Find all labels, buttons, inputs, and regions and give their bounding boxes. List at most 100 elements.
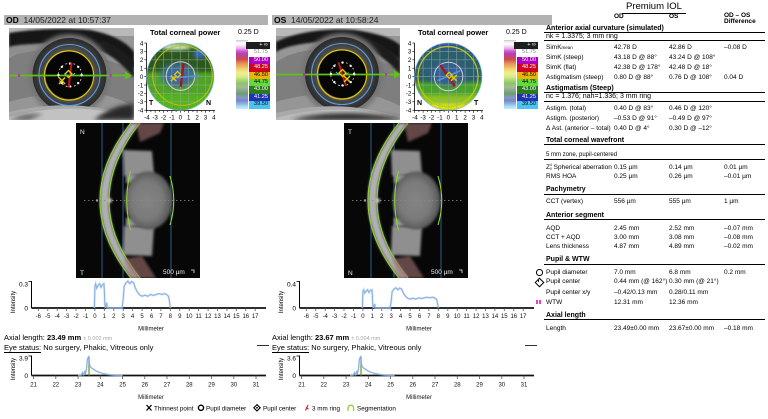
svg-text:Pupil diameter: Pupil diameter <box>206 406 246 413</box>
svg-text:6: 6 <box>418 314 422 320</box>
svg-text:0: 0 <box>292 373 296 380</box>
svg-text:Millimeter: Millimeter <box>406 395 432 401</box>
svg-text:0: 0 <box>408 74 412 81</box>
svg-text:3.6: 3.6 <box>287 356 296 363</box>
svg-text:Intensity: Intensity <box>11 358 17 380</box>
svg-text:27: 27 <box>432 383 439 389</box>
svg-text:-5: -5 <box>313 314 319 320</box>
svg-text:9: 9 <box>446 314 450 320</box>
svg-text:11: 11 <box>195 314 202 320</box>
svg-text:27: 27 <box>164 383 171 389</box>
svg-text:-1: -1 <box>437 115 443 122</box>
svg-text:-2: -2 <box>138 91 144 98</box>
svg-text:500 µm: 500 µm <box>431 269 453 276</box>
svg-text:N: N <box>417 100 422 107</box>
svg-text:Millimeter: Millimeter <box>138 327 164 333</box>
svg-text:3: 3 <box>140 49 144 56</box>
svg-text:-3: -3 <box>332 314 338 320</box>
svg-text:11: 11 <box>463 314 470 320</box>
svg-text:10: 10 <box>186 314 193 320</box>
svg-text:-1: -1 <box>83 314 89 320</box>
svg-text:1: 1 <box>187 115 191 122</box>
svg-text:0: 0 <box>24 306 28 313</box>
svg-text:N: N <box>80 129 85 136</box>
svg-text:T: T <box>474 100 479 107</box>
svg-text:3: 3 <box>122 314 126 320</box>
svg-text:2: 2 <box>112 314 116 320</box>
svg-text:T: T <box>149 100 154 107</box>
svg-text:-6: -6 <box>36 314 42 320</box>
svg-text:-2: -2 <box>161 115 167 122</box>
svg-text:-3: -3 <box>420 115 426 122</box>
svg-text:3: 3 <box>204 115 208 122</box>
svg-text:3 mm ring: 3 mm ring <box>312 406 340 413</box>
svg-text:3: 3 <box>408 49 412 56</box>
svg-text:Segmentation: Segmentation <box>357 406 396 413</box>
svg-text:-4: -4 <box>406 108 412 115</box>
svg-text:-3: -3 <box>152 115 158 122</box>
svg-text:Millimeter: Millimeter <box>406 327 432 333</box>
svg-text:5: 5 <box>408 314 412 320</box>
svg-text:10: 10 <box>454 314 461 320</box>
svg-text:4: 4 <box>480 115 484 122</box>
svg-text:30: 30 <box>498 383 505 389</box>
svg-text:4: 4 <box>140 40 144 47</box>
svg-text:1: 1 <box>371 314 375 320</box>
svg-text:Millimeter: Millimeter <box>138 395 164 401</box>
svg-text:-2: -2 <box>341 314 347 320</box>
svg-text:31: 31 <box>253 383 260 389</box>
svg-text:1: 1 <box>408 66 412 73</box>
svg-text:Intensity: Intensity <box>279 291 285 313</box>
svg-text:8: 8 <box>169 314 173 320</box>
svg-text:7: 7 <box>159 314 163 320</box>
svg-text:26: 26 <box>141 383 148 389</box>
svg-text:0: 0 <box>93 314 97 320</box>
svg-text:28: 28 <box>186 383 193 389</box>
svg-text:21: 21 <box>298 383 305 389</box>
svg-text:-1: -1 <box>138 82 144 89</box>
svg-text:-1: -1 <box>169 115 175 122</box>
svg-text:-4: -4 <box>323 314 329 320</box>
svg-text:22: 22 <box>320 383 327 389</box>
svg-text:1: 1 <box>140 66 144 73</box>
svg-text:T: T <box>348 129 352 136</box>
svg-text:-1: -1 <box>351 314 357 320</box>
svg-text:9: 9 <box>178 314 182 320</box>
svg-text:16: 16 <box>510 314 517 320</box>
svg-text:4: 4 <box>408 40 412 47</box>
svg-text:0: 0 <box>292 306 296 313</box>
svg-text:-3: -3 <box>64 314 70 320</box>
svg-text:1: 1 <box>455 115 459 122</box>
svg-text:2: 2 <box>140 57 144 64</box>
svg-text:4: 4 <box>399 314 403 320</box>
svg-text:31: 31 <box>521 383 528 389</box>
svg-text:24: 24 <box>97 383 104 389</box>
svg-text:29: 29 <box>208 383 215 389</box>
svg-text:25: 25 <box>119 383 126 389</box>
svg-text:3: 3 <box>472 115 476 122</box>
svg-text:-3: -3 <box>406 99 412 106</box>
svg-text:13: 13 <box>482 314 489 320</box>
svg-text:16: 16 <box>242 314 249 320</box>
svg-text:0: 0 <box>140 74 144 81</box>
svg-text:-5: -5 <box>45 314 51 320</box>
svg-text:6: 6 <box>150 314 154 320</box>
svg-text:17: 17 <box>520 314 527 320</box>
svg-text:8: 8 <box>437 314 441 320</box>
svg-text:-6: -6 <box>304 314 310 320</box>
svg-text:21: 21 <box>30 383 37 389</box>
svg-text:22: 22 <box>52 383 59 389</box>
svg-text:7: 7 <box>427 314 431 320</box>
svg-text:500 µm: 500 µm <box>163 269 185 276</box>
svg-text:-4: -4 <box>55 314 61 320</box>
svg-text:0.3: 0.3 <box>19 282 28 289</box>
svg-text:Thinnest point: Thinnest point <box>154 406 194 413</box>
svg-text:Pupil center: Pupil center <box>263 406 296 413</box>
svg-text:2: 2 <box>408 57 412 64</box>
svg-text:0: 0 <box>24 373 28 380</box>
svg-text:2: 2 <box>463 115 467 122</box>
svg-text:Intensity: Intensity <box>11 291 17 313</box>
svg-text:-4: -4 <box>138 108 144 115</box>
svg-text:N: N <box>206 100 211 107</box>
svg-text:0.4: 0.4 <box>287 282 296 289</box>
